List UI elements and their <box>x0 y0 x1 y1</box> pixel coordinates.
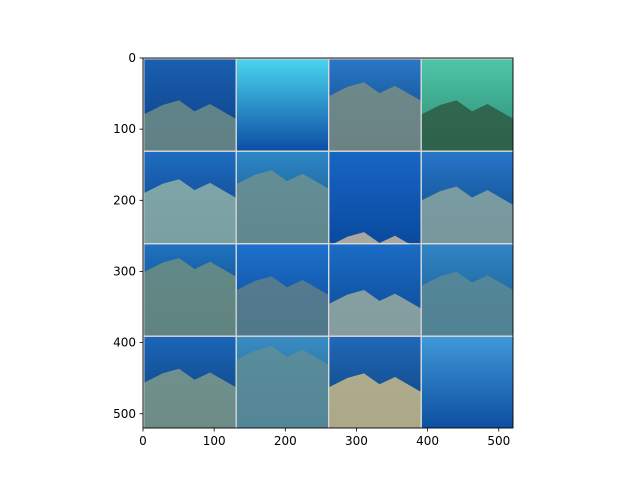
tile-open-blue-deep <box>421 336 513 428</box>
tile-rock <box>236 170 328 243</box>
x-tick-label: 400 <box>416 434 439 448</box>
tile-coral-pinnacle <box>144 151 236 243</box>
axes-frame <box>142 57 514 429</box>
tile-rock-pillars <box>329 59 421 151</box>
tile-blurred-reef <box>236 336 328 428</box>
y-tick-label: 300 <box>113 264 136 278</box>
tile-reef-ledge <box>144 336 236 428</box>
tile-twin-rocks <box>329 244 421 336</box>
x-axis: 0 100 200 300 400 500 <box>139 428 510 448</box>
tile-rock <box>421 100 513 151</box>
tile-rock <box>329 373 421 428</box>
tile-rock <box>144 100 236 151</box>
tile-open-blue-with-diver <box>236 59 328 151</box>
tile-rock <box>329 289 421 336</box>
x-tick-label: 100 <box>203 434 226 448</box>
image-grid <box>143 58 513 428</box>
tile-coral-head <box>329 336 421 428</box>
tile-rock <box>329 82 421 151</box>
tile-reef-rock-left <box>144 59 236 151</box>
y-tick-label: 400 <box>113 336 136 350</box>
y-tick-label: 100 <box>113 122 136 136</box>
tile-blue-right-wall <box>236 244 328 336</box>
y-axis: 0 100 200 300 400 500 <box>113 51 143 421</box>
tile-slope-rocks <box>144 244 236 336</box>
tile-reef-wall <box>236 151 328 243</box>
tile-rock <box>236 346 328 428</box>
tile-rock <box>421 186 513 243</box>
tile-water <box>329 151 421 243</box>
x-tick-label: 0 <box>139 434 147 448</box>
tile-rock <box>329 232 421 251</box>
tile-rock <box>144 368 236 428</box>
x-tick-label: 200 <box>274 434 297 448</box>
tile-rock <box>421 271 513 336</box>
x-tick-label: 300 <box>345 434 368 448</box>
tile-water <box>236 59 328 151</box>
tile-deep-blue-floor <box>329 151 421 251</box>
x-tick-label: 500 <box>487 434 510 448</box>
tile-green-seabed <box>421 59 513 151</box>
tile-rock <box>144 258 236 336</box>
tile-hazy-reef <box>421 244 513 336</box>
y-tick-label: 500 <box>113 407 136 421</box>
y-tick-label: 0 <box>128 51 136 65</box>
tile-rock <box>236 276 328 336</box>
tile-water <box>421 336 513 428</box>
y-tick-label: 200 <box>113 193 136 207</box>
tile-rock <box>144 179 236 243</box>
tile-boulder-mound <box>421 151 513 243</box>
